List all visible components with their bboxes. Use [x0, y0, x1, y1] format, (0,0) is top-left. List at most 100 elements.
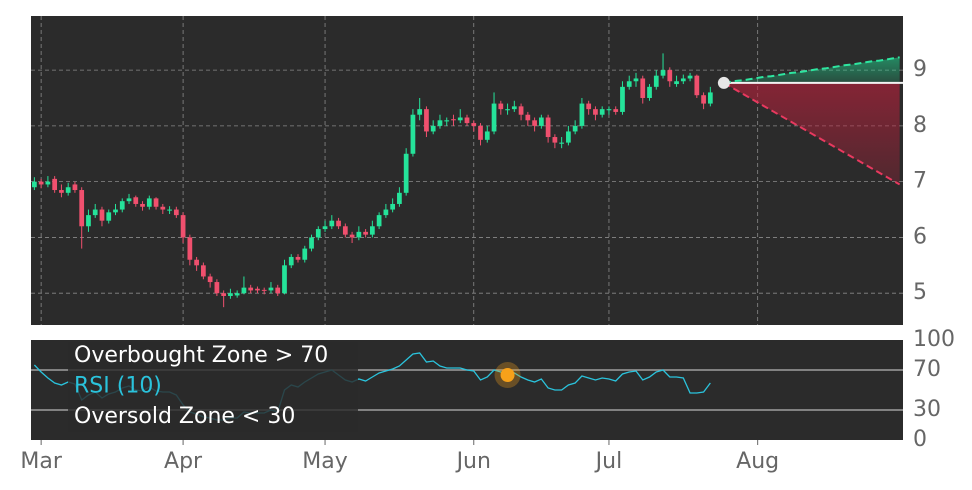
- candle-body: [532, 120, 537, 126]
- x-tick-label: Aug: [736, 449, 779, 474]
- candle-body: [255, 288, 260, 291]
- candle-body: [457, 117, 463, 121]
- candle-body: [261, 289, 267, 291]
- candle-body: [336, 220, 341, 227]
- candle-body: [72, 184, 78, 191]
- candle-body: [451, 119, 456, 121]
- candle-body: [491, 103, 497, 132]
- candle-body: [613, 109, 619, 112]
- x-tick-label: Mar: [20, 449, 62, 474]
- candle-body: [309, 237, 314, 249]
- candle-body: [579, 103, 585, 126]
- candle-body: [173, 209, 179, 216]
- candle-body: [140, 203, 145, 207]
- candle-body: [221, 293, 227, 296]
- candle-body: [342, 226, 348, 235]
- candle-body: [52, 178, 58, 191]
- candle-body: [383, 209, 389, 216]
- candle-body: [376, 215, 382, 227]
- candle-body: [119, 201, 125, 210]
- candle-body: [45, 181, 51, 185]
- x-tick-label: Jul: [594, 449, 623, 474]
- candle-body: [349, 234, 355, 238]
- candle-body: [59, 190, 64, 193]
- candle-body: [464, 117, 470, 124]
- y-tick-label: 30: [913, 397, 941, 422]
- candle-body: [572, 125, 578, 132]
- candle-body: [234, 293, 240, 296]
- candle-body: [599, 109, 605, 115]
- y-tick-label: 7: [913, 169, 927, 194]
- candle-body: [694, 75, 700, 96]
- candle-body: [566, 131, 571, 143]
- candle-body: [640, 78, 646, 98]
- forecast-upper-line: [723, 56, 900, 84]
- candle-body: [430, 125, 436, 132]
- candle-body: [633, 78, 639, 82]
- candle-body: [133, 197, 139, 204]
- candle-body: [153, 198, 159, 207]
- candle-body: [146, 198, 152, 207]
- candle-body: [707, 92, 713, 104]
- y-tick-label: 0: [913, 427, 927, 452]
- last-price-dot: [717, 76, 730, 89]
- candle-body: [275, 287, 281, 294]
- candle-body: [660, 70, 666, 76]
- candle-body: [214, 282, 220, 294]
- candle-body: [626, 81, 632, 87]
- candle-body: [201, 265, 206, 277]
- candle-body: [207, 276, 213, 283]
- candle-body: [397, 192, 402, 204]
- y-tick-label: 100: [913, 327, 955, 352]
- candle-body: [79, 190, 85, 227]
- legend-box: [68, 342, 358, 432]
- candle-body: [38, 181, 44, 185]
- y-tick-label: 70: [913, 357, 941, 382]
- x-tick-label: Apr: [164, 449, 203, 474]
- candle-body: [356, 231, 362, 238]
- candle-body: [511, 106, 517, 110]
- candle-body: [92, 209, 98, 216]
- candle-body: [653, 75, 659, 87]
- candle-body: [525, 114, 531, 121]
- candle-body: [315, 229, 321, 238]
- candle-body: [322, 226, 328, 230]
- candle-body: [241, 287, 247, 294]
- candle-body: [268, 287, 274, 291]
- candle-body: [295, 256, 301, 260]
- candle-body: [248, 287, 254, 291]
- candle-body: [593, 109, 598, 115]
- y-tick-label: 6: [913, 224, 927, 249]
- y-tick-label: 5: [913, 280, 927, 305]
- candle-body: [701, 95, 706, 104]
- candle-body: [390, 203, 396, 210]
- candle-body: [403, 153, 409, 193]
- candle-body: [65, 187, 71, 193]
- candle-body: [160, 206, 166, 210]
- x-tick-label: May: [302, 449, 347, 474]
- candle-body: [32, 181, 37, 188]
- candle-body: [674, 81, 679, 85]
- candle-body: [505, 109, 510, 111]
- y-tick-label: 9: [913, 57, 927, 82]
- y-tick-label: 8: [913, 113, 927, 138]
- candle-body: [552, 137, 558, 143]
- candle-body: [180, 215, 186, 238]
- candle-body: [518, 106, 524, 115]
- annotation: Oversold Zone < 30: [74, 404, 295, 429]
- candle-body: [586, 103, 592, 110]
- candle-body: [687, 75, 693, 79]
- annotation: Overbought Zone > 70: [74, 343, 328, 368]
- candle-body: [647, 86, 652, 98]
- price-panel: [31, 16, 903, 325]
- candle-body: [417, 109, 423, 115]
- signal-dot: [500, 368, 515, 382]
- candle-body: [606, 109, 612, 111]
- candle-body: [484, 131, 490, 140]
- candle-body: [194, 259, 199, 266]
- candle-body: [471, 123, 477, 126]
- candle-body: [369, 226, 375, 235]
- candle-body: [228, 293, 233, 296]
- candle-body: [559, 142, 565, 144]
